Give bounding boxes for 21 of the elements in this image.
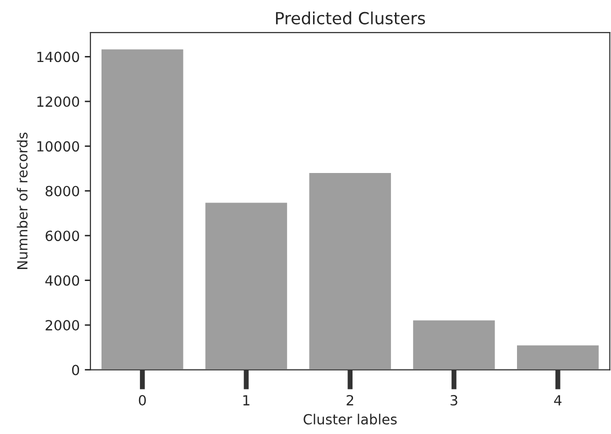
x-axis-title: Cluster lables [304, 414, 397, 425]
bar [308, 172, 392, 370]
x-tick-label: 4 [554, 395, 562, 406]
x-tick-label: 0 [138, 395, 146, 406]
y-tick-label: 4000 [45, 275, 80, 286]
bar [516, 344, 600, 370]
y-tick-label: 12000 [37, 96, 80, 107]
chart-title: Predicted Clusters [276, 12, 425, 24]
y-tick-label: 2000 [46, 320, 80, 331]
y-tick-label: 14000 [37, 52, 80, 62]
bar [100, 48, 185, 370]
x-tick-label: 2 [346, 395, 354, 406]
y-tick-label: 6000 [46, 230, 80, 242]
x-tick-label: 3 [450, 395, 458, 406]
y-axis-title: Numnber of records [16, 132, 28, 269]
bar [412, 318, 496, 370]
y-tick-label: 0 [72, 364, 80, 376]
y-tick-label: 8000 [46, 186, 80, 196]
bar [204, 201, 288, 370]
x-tick-label: 1 [243, 395, 250, 406]
y-tick-label: 10000 [37, 141, 80, 152]
